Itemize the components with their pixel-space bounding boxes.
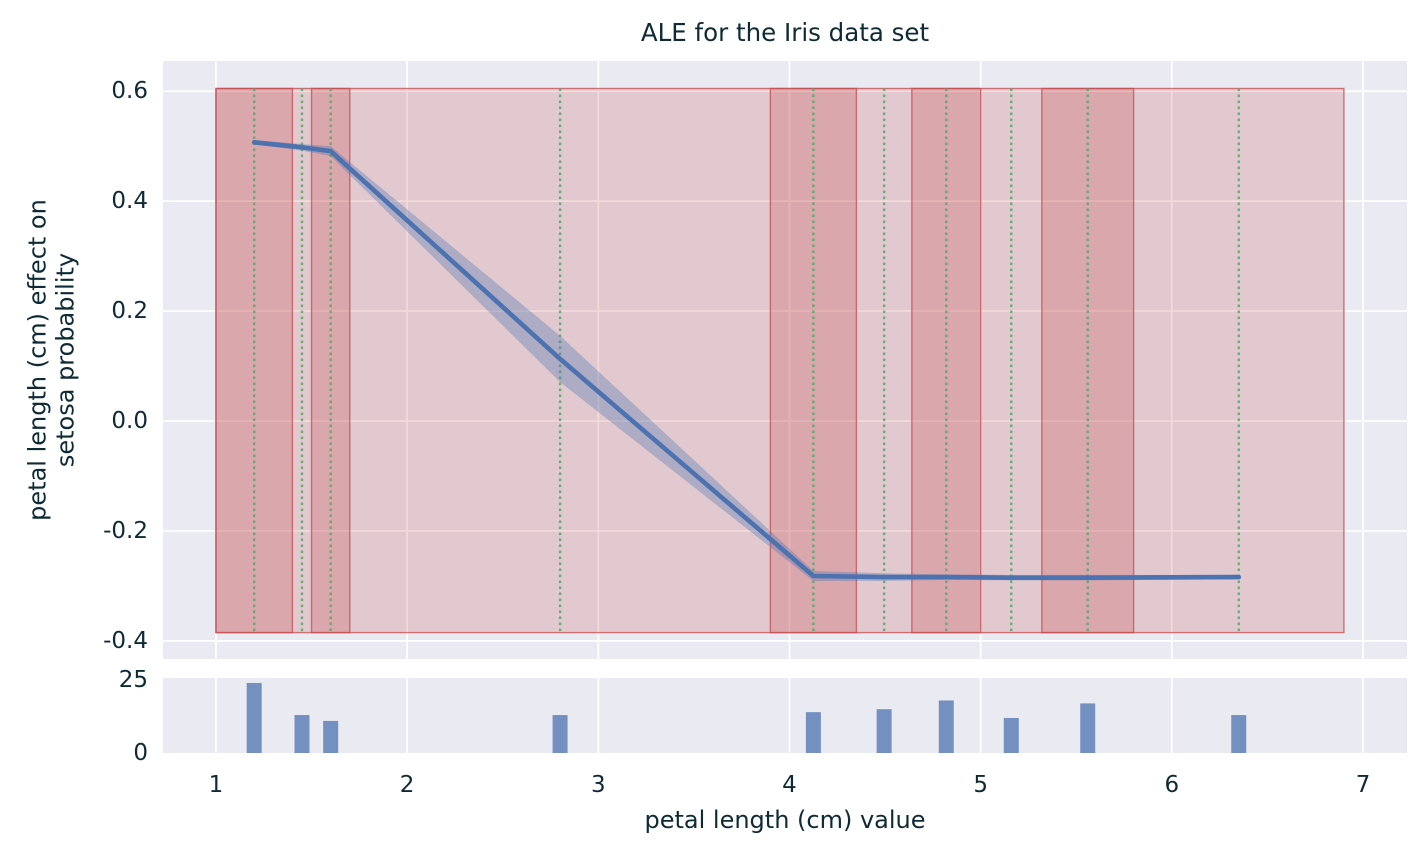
y-axis-label: petal length (cm) effect on setosa proba… xyxy=(23,199,79,521)
histogram-bar xyxy=(246,682,262,753)
ale-line xyxy=(251,140,1242,580)
y-axis-label-line1: petal length (cm) effect on xyxy=(23,199,52,521)
x-tick-label: 4 xyxy=(782,772,797,798)
hist-y-tick-label: 0 xyxy=(133,740,148,766)
y-tick-label: 0.6 xyxy=(111,78,148,105)
y-tick-label: 0.4 xyxy=(111,188,148,215)
histogram-canvas xyxy=(215,678,1364,753)
y-tick-label: 0.2 xyxy=(111,298,148,325)
x-tick-label: 3 xyxy=(590,772,606,798)
histogram-bar xyxy=(1231,715,1247,753)
y-tick-label: 0.0 xyxy=(111,408,148,434)
chart-title: ALE for the Iris data set xyxy=(640,18,930,47)
histogram-bar xyxy=(294,715,310,753)
y-tick-label: -0.4 xyxy=(103,627,148,654)
main-plot-canvas xyxy=(163,61,1407,659)
quantile-band-full xyxy=(215,87,1345,634)
x-tick-label: 1 xyxy=(208,772,224,798)
x-axis-label: petal length (cm) value xyxy=(644,806,926,834)
histogram-bar xyxy=(552,715,568,753)
histogram-plot-area xyxy=(163,678,1407,753)
x-tick-label: 7 xyxy=(1355,772,1371,798)
histogram-bar xyxy=(323,720,339,753)
x-tick-label: 6 xyxy=(1164,772,1180,798)
y-axis-label-line2: setosa probability xyxy=(51,252,79,468)
histogram-bar xyxy=(876,709,892,753)
main-plot-area xyxy=(163,61,1407,659)
x-tick-label: 2 xyxy=(399,772,415,798)
hist-y-tick-label: 25 xyxy=(118,667,148,694)
x-tick-label: 5 xyxy=(973,772,988,798)
histogram-bar xyxy=(938,700,954,753)
histogram-bar xyxy=(1003,717,1019,753)
y-tick-label: -0.2 xyxy=(103,517,148,544)
histogram-bar xyxy=(1080,703,1096,753)
histogram-bar xyxy=(805,712,821,753)
